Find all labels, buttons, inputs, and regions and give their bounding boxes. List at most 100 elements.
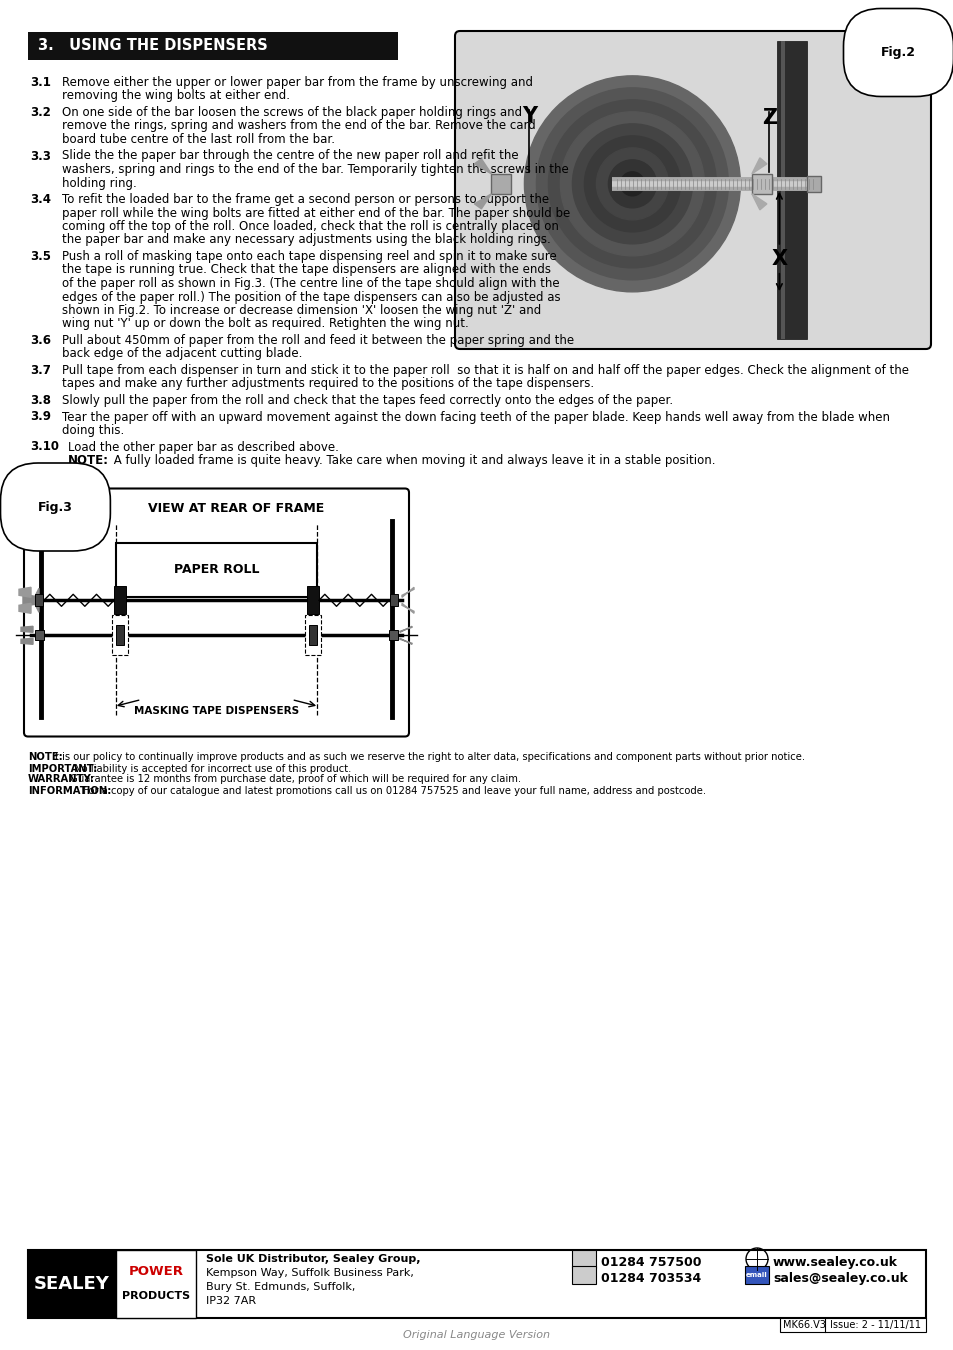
Text: IMPORTANT:: IMPORTANT:	[28, 764, 97, 774]
Polygon shape	[474, 159, 491, 174]
Text: 3.2: 3.2	[30, 107, 51, 119]
Text: 3.10: 3.10	[30, 440, 59, 454]
Text: WARRANTY:: WARRANTY:	[28, 775, 95, 784]
Bar	[35, 594, 43, 606]
Bar	[28, 1250, 116, 1318]
Text: 01284 703534: 01284 703534	[600, 1272, 700, 1285]
Circle shape	[619, 171, 643, 196]
Text: Bury St. Edmunds, Suffolk,: Bury St. Edmunds, Suffolk,	[206, 1282, 355, 1292]
Circle shape	[559, 112, 703, 256]
Polygon shape	[21, 626, 33, 632]
Bar	[305, 616, 320, 655]
Text: Push a roll of masking tape onto each tape dispensing reel and spin it to make s: Push a roll of masking tape onto each ta…	[62, 250, 557, 263]
Text: It is our policy to continually improve products and as such we reserve the righ: It is our policy to continually improve …	[50, 752, 804, 763]
Text: the tape is running true. Check that the tape dispensers are aligned with the en: the tape is running true. Check that the…	[62, 263, 551, 277]
Text: removing the wing bolts at either end.: removing the wing bolts at either end.	[62, 89, 290, 103]
Text: wing nut 'Y' up or down the bolt as required. Retighten the wing nut.: wing nut 'Y' up or down the bolt as requ…	[62, 317, 468, 331]
Text: Slide the the paper bar through the centre of the new paper roll and refit the: Slide the the paper bar through the cent…	[62, 150, 518, 162]
Bar	[307, 586, 318, 614]
Text: Tear the paper off with an upward movement against the down facing teeth of the : Tear the paper off with an upward moveme…	[62, 410, 889, 424]
Text: Pull about 450mm of paper from the roll and feed it between the paper spring and: Pull about 450mm of paper from the roll …	[62, 333, 574, 347]
Text: NOTE:: NOTE:	[68, 454, 109, 467]
Text: board tube centre of the last roll from the bar.: board tube centre of the last roll from …	[62, 134, 335, 146]
Text: 01284 757500: 01284 757500	[600, 1256, 700, 1269]
Polygon shape	[19, 603, 30, 613]
Text: X: X	[771, 248, 786, 269]
Bar	[751, 174, 771, 194]
Text: 3.7: 3.7	[30, 364, 51, 377]
Text: remove the rings, spring and washers from the end of the bar. Remove the card: remove the rings, spring and washers fro…	[62, 120, 536, 132]
Text: 3.6: 3.6	[30, 333, 51, 347]
Text: Slowly pull the paper from the roll and check that the tapes feed correctly onto: Slowly pull the paper from the roll and …	[62, 394, 673, 406]
Bar	[309, 625, 316, 645]
Circle shape	[608, 159, 656, 208]
Text: washers, spring and rings to the end of the bar. Temporarily tighten the screws : washers, spring and rings to the end of …	[62, 163, 568, 176]
Bar	[806, 176, 820, 192]
Text: NOTE:: NOTE:	[28, 752, 63, 763]
Polygon shape	[21, 639, 33, 644]
Bar	[112, 616, 128, 655]
Bar	[572, 1250, 596, 1268]
Circle shape	[596, 148, 668, 220]
Circle shape	[548, 100, 716, 267]
Text: A fully loaded frame is quite heavy. Take care when moving it and always leave i: A fully loaded frame is quite heavy. Tak…	[110, 454, 715, 467]
Text: back edge of the adjacent cutting blade.: back edge of the adjacent cutting blade.	[62, 347, 302, 360]
Text: To refit the loaded bar to the frame get a second person or persons to support t: To refit the loaded bar to the frame get…	[62, 193, 549, 207]
Text: 3.4: 3.4	[30, 193, 51, 207]
Polygon shape	[19, 587, 30, 597]
FancyBboxPatch shape	[24, 489, 409, 737]
Bar	[35, 630, 44, 640]
Circle shape	[572, 124, 692, 244]
Bar	[116, 625, 124, 645]
Polygon shape	[401, 587, 414, 597]
Text: VIEW AT REAR OF FRAME: VIEW AT REAR OF FRAME	[149, 502, 324, 516]
Text: Pull tape from each dispenser in turn and stick it to the paper roll  so that it: Pull tape from each dispenser in turn an…	[62, 364, 908, 377]
Text: Guarantee is 12 months from purchase date, proof of which will be required for a: Guarantee is 12 months from purchase dat…	[67, 775, 520, 784]
Text: coming off the top of the roll. Once loaded, check that the roll is centrally pl: coming off the top of the roll. Once loa…	[62, 220, 558, 234]
Text: tapes and make any further adjustments required to the positions of the tape dis: tapes and make any further adjustments r…	[62, 378, 594, 390]
Text: 3.   USING THE DISPENSERS: 3. USING THE DISPENSERS	[38, 39, 268, 54]
Bar	[572, 1266, 596, 1284]
Bar	[780, 1318, 925, 1332]
Text: For a copy of our catalogue and latest promotions call us on 01284 757525 and le: For a copy of our catalogue and latest p…	[79, 786, 705, 795]
Text: PRODUCTS: PRODUCTS	[122, 1291, 190, 1301]
Polygon shape	[23, 589, 39, 613]
Text: On one side of the bar loosen the screws of the black paper holding rings and: On one side of the bar loosen the screws…	[62, 107, 521, 119]
Text: Kempson Way, Suffolk Business Park,: Kempson Way, Suffolk Business Park,	[206, 1268, 414, 1278]
Circle shape	[584, 136, 679, 232]
Bar	[28, 32, 397, 59]
Polygon shape	[399, 639, 412, 644]
Text: paper roll while the wing bolts are fitted at either end of the bar. The paper s: paper roll while the wing bolts are fitt…	[62, 207, 570, 220]
Text: Fig.3: Fig.3	[38, 501, 72, 513]
Text: POWER: POWER	[129, 1265, 183, 1278]
Text: Y: Y	[521, 107, 537, 127]
Text: Issue: 2 - 11/11/11: Issue: 2 - 11/11/11	[829, 1320, 920, 1330]
Text: email: email	[745, 1272, 767, 1278]
Text: www.sealey.co.uk: www.sealey.co.uk	[772, 1256, 897, 1269]
Text: No liability is accepted for incorrect use of this product.: No liability is accepted for incorrect u…	[71, 764, 351, 774]
Bar	[113, 586, 126, 614]
Text: MK66.V3: MK66.V3	[782, 1320, 825, 1330]
Text: of the paper roll as shown in Fig.3. (The centre line of the tape should align w: of the paper roll as shown in Fig.3. (Th…	[62, 277, 559, 290]
Text: sales@sealey.co.uk: sales@sealey.co.uk	[772, 1272, 907, 1285]
Text: 3.5: 3.5	[30, 250, 51, 263]
Text: 3.1: 3.1	[30, 76, 51, 89]
Bar	[744, 1266, 768, 1284]
Text: the paper bar and make any necessary adjustments using the black holding rings.: the paper bar and make any necessary adj…	[62, 234, 550, 247]
Text: IP32 7AR: IP32 7AR	[206, 1296, 255, 1305]
Circle shape	[536, 88, 728, 279]
Text: edges of the paper roll.) The position of the tape dispensers can also be adjust: edges of the paper roll.) The position o…	[62, 290, 560, 304]
Text: doing this.: doing this.	[62, 424, 124, 437]
Bar	[776, 40, 806, 339]
FancyBboxPatch shape	[455, 31, 930, 350]
Bar	[491, 174, 511, 194]
Polygon shape	[751, 158, 766, 174]
Bar	[116, 543, 316, 597]
Polygon shape	[751, 194, 766, 209]
Circle shape	[524, 76, 740, 292]
Text: PAPER ROLL: PAPER ROLL	[173, 563, 259, 576]
Text: Z: Z	[761, 108, 776, 128]
Bar	[116, 1250, 195, 1318]
Bar	[389, 630, 397, 640]
Text: INFORMATION:: INFORMATION:	[28, 786, 112, 795]
